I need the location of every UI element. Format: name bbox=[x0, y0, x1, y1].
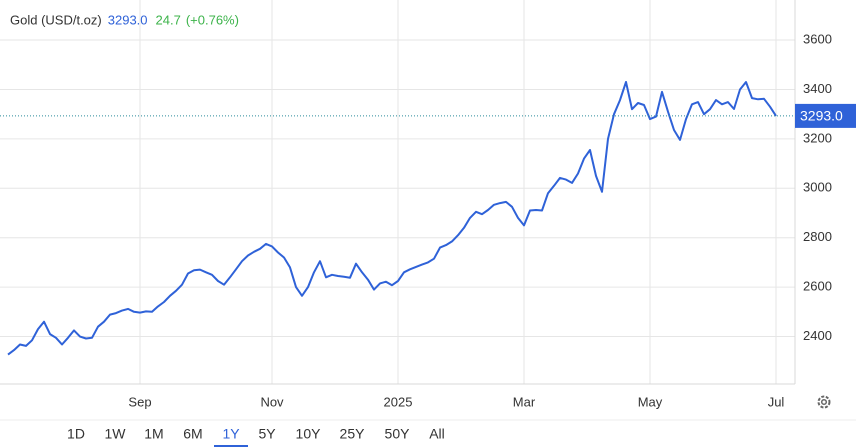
y-tick-label: 3000 bbox=[803, 180, 832, 195]
last-price-label: 3293.0 bbox=[800, 108, 843, 124]
range-button[interactable]: 10Y bbox=[296, 426, 322, 442]
x-tick-label: May bbox=[638, 394, 663, 409]
range-button[interactable]: 6M bbox=[183, 426, 202, 442]
x-tick-label: Mar bbox=[513, 394, 536, 409]
x-tick-label: 2025 bbox=[384, 394, 413, 409]
y-tick-label: 3600 bbox=[803, 31, 832, 46]
settings-icon[interactable] bbox=[817, 395, 831, 409]
last-price-badge bbox=[795, 103, 856, 128]
y-tick-label: 3400 bbox=[803, 81, 832, 96]
y-tick-label: 3200 bbox=[803, 130, 832, 145]
range-button[interactable]: 1W bbox=[105, 426, 127, 442]
y-tick-label: 2800 bbox=[803, 229, 832, 244]
change: 24.7 bbox=[156, 12, 181, 27]
x-tick-label: Jul bbox=[768, 394, 785, 409]
price: 3293.0 bbox=[108, 12, 148, 27]
change-percent: (+0.76%) bbox=[186, 12, 239, 27]
range-button[interactable]: All bbox=[429, 426, 445, 442]
range-button[interactable]: 5Y bbox=[258, 426, 276, 442]
y-tick-label: 2600 bbox=[803, 279, 832, 294]
instrument-title: Gold (USD/t.oz) bbox=[10, 12, 102, 27]
range-button[interactable]: 25Y bbox=[340, 426, 366, 442]
range-button[interactable]: 1D bbox=[67, 426, 85, 442]
range-button[interactable]: 1M bbox=[144, 426, 163, 442]
x-tick-label: Nov bbox=[260, 394, 284, 409]
y-tick-label: 2400 bbox=[803, 328, 832, 343]
x-tick-label: Sep bbox=[128, 394, 151, 409]
price-line bbox=[7, 81, 777, 356]
range-button[interactable]: 50Y bbox=[385, 426, 411, 442]
range-button[interactable]: 1Y bbox=[222, 426, 240, 442]
